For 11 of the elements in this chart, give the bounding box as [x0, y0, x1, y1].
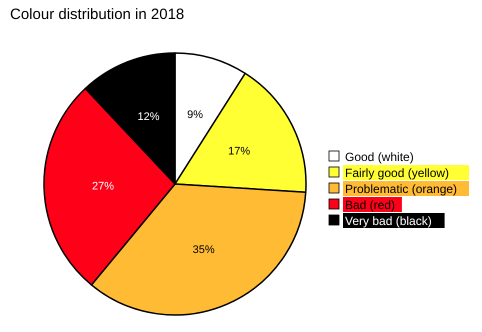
data-label: 12%	[137, 111, 160, 124]
legend-label: Very bad (black)	[345, 214, 432, 228]
data-label: 35%	[192, 244, 215, 256]
legend-label: Bad (red)	[345, 198, 396, 212]
chart-title: Colour distribution in 2018	[10, 6, 184, 23]
data-label: 9%	[187, 108, 204, 121]
legend-label: Problematic (orange)	[345, 182, 458, 196]
legend-label: Good (white)	[345, 150, 414, 164]
data-label: 27%	[92, 180, 114, 192]
data-label: 17%	[228, 145, 250, 158]
legend-label: Fairly good (yellow)	[345, 166, 450, 180]
